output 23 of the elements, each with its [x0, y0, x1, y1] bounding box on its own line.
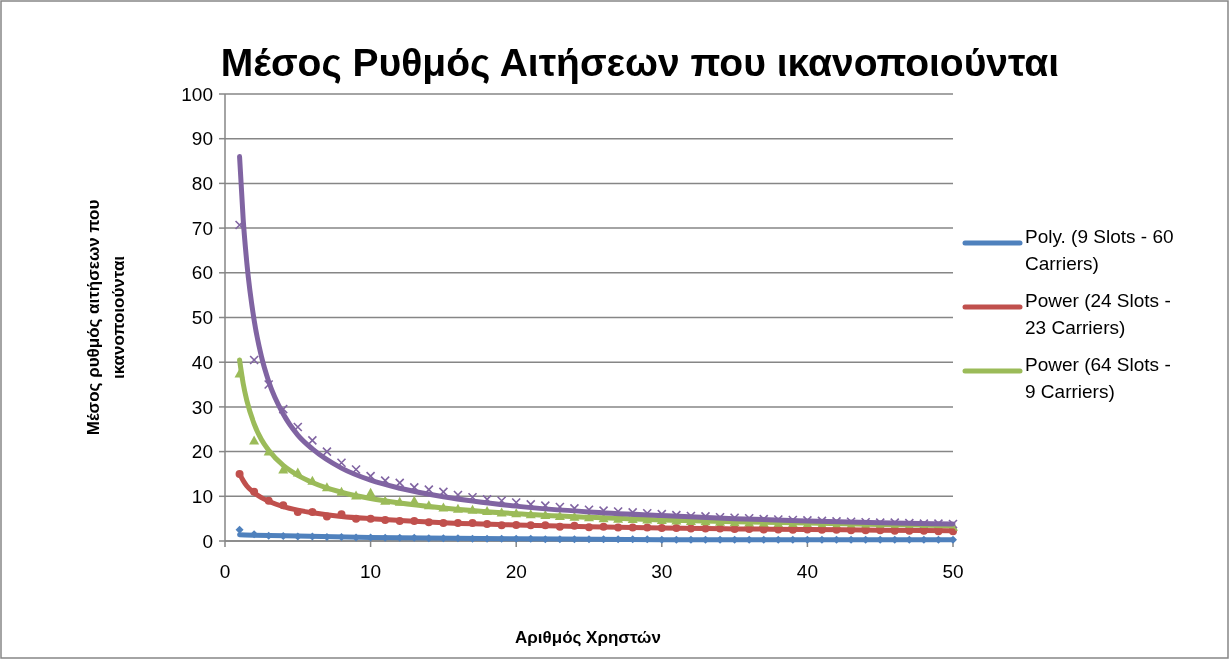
x-tick-label: 0: [219, 560, 231, 582]
y-tick-label: 10: [191, 485, 213, 507]
y-tick-label: 20: [191, 441, 213, 463]
x-tick-label: 20: [505, 560, 527, 582]
y-tick-label: 90: [191, 128, 213, 150]
legend-label: Power (64 Slots - 9 Carriers): [1025, 354, 1171, 402]
y-tick-label: 70: [191, 217, 213, 239]
y-tick-label: 80: [191, 173, 213, 195]
y-tick-label: 30: [191, 396, 213, 418]
chart-title: Μέσος Ρυθμός Αιτήσεων που ικανοποιούνται: [220, 41, 1060, 84]
legend-label: Poly. (9 Slots - 60 Carriers): [1025, 226, 1174, 274]
x-tick-label: 50: [942, 560, 964, 582]
x-tick-label: 30: [651, 560, 673, 582]
y-tick-label: 100: [181, 83, 213, 105]
y-tick-label: 40: [191, 351, 213, 373]
legend-label: Power (24 Slots - 23 Carriers): [1025, 290, 1171, 338]
y-tick-label: 0: [202, 530, 213, 552]
y-tick-label: 50: [191, 307, 213, 329]
x-axis-title: Αριθμός Χρηστών: [515, 628, 661, 647]
x-tick-label: 10: [360, 560, 382, 582]
y-axis-title: Μέσος ρυθμός αιτήσεων που ικανοποιούνται: [84, 199, 128, 436]
y-tick-label: 60: [191, 262, 213, 284]
x-tick-label: 40: [796, 560, 818, 582]
